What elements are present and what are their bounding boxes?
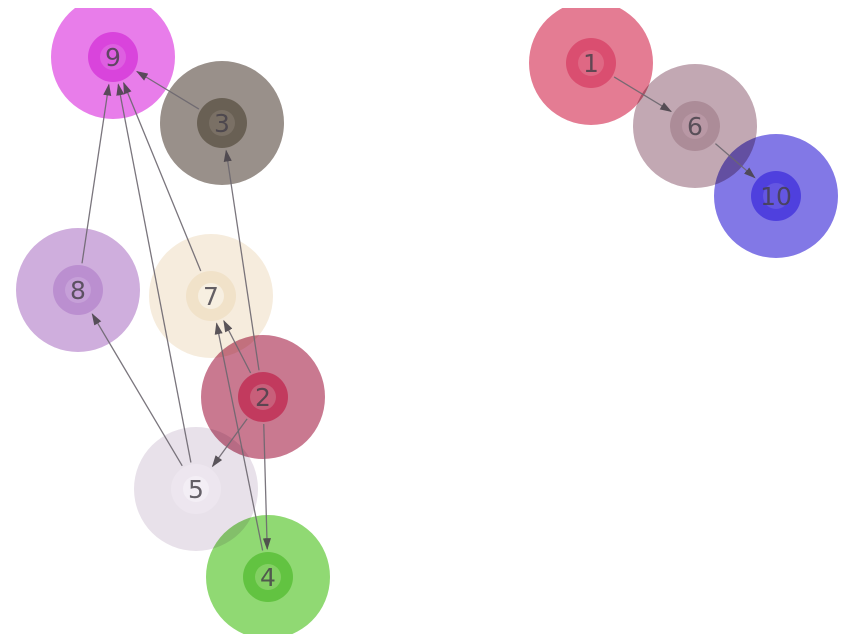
graph-edge-1-6 bbox=[613, 76, 672, 113]
graph-edge-3-9 bbox=[136, 70, 200, 110]
node-center-dot bbox=[198, 283, 224, 309]
node-center-dot bbox=[65, 277, 91, 303]
graph-edge-2-7 bbox=[223, 319, 252, 374]
graph-edge-8-9 bbox=[81, 83, 112, 264]
graph-edge-2-4 bbox=[262, 423, 271, 551]
node-center-dot bbox=[100, 44, 126, 70]
node-label-3: 3 bbox=[214, 109, 230, 138]
graph-node-2[interactable]: 2 bbox=[238, 372, 288, 422]
graph-node-1[interactable]: 1 bbox=[566, 38, 616, 88]
edge-layer bbox=[81, 70, 756, 551]
graph-node-7[interactable]: 7 bbox=[186, 271, 236, 321]
graph-node-10[interactable]: 10 bbox=[751, 171, 801, 221]
graph-edge-5-8 bbox=[91, 313, 183, 467]
node-label-9: 9 bbox=[105, 43, 121, 72]
graph-edge-6-10 bbox=[715, 143, 756, 179]
node-center-dot bbox=[763, 183, 789, 209]
node-center-dot bbox=[682, 113, 708, 139]
node-label-5: 5 bbox=[188, 475, 204, 504]
graph-edge-2-5 bbox=[211, 418, 248, 468]
node-label-1: 1 bbox=[583, 49, 599, 78]
graph-node-5[interactable]: 5 bbox=[171, 464, 221, 514]
graph-node-8[interactable]: 8 bbox=[53, 265, 103, 315]
graph-edge-4-7 bbox=[214, 322, 264, 551]
halo-layer bbox=[16, 8, 838, 634]
graph-edge-7-9 bbox=[123, 81, 202, 272]
node-center-dot bbox=[183, 476, 209, 502]
node-label-6: 6 bbox=[687, 112, 703, 141]
node-center-dot bbox=[255, 564, 281, 590]
node-center-dot bbox=[209, 110, 235, 136]
graph-node-6[interactable]: 6 bbox=[670, 101, 720, 151]
node-label-2: 2 bbox=[255, 383, 271, 412]
node-label-8: 8 bbox=[70, 276, 86, 305]
graph-edge-5-9 bbox=[116, 83, 192, 463]
node-label-4: 4 bbox=[260, 563, 276, 592]
node-center-dot bbox=[250, 384, 276, 410]
graph-node-4[interactable]: 4 bbox=[243, 552, 293, 602]
graph-edge-2-3 bbox=[223, 149, 260, 371]
node-label-10: 10 bbox=[760, 182, 792, 211]
node-label-7: 7 bbox=[203, 282, 219, 311]
graph-node-9[interactable]: 9 bbox=[88, 32, 138, 82]
graph-node-3[interactable]: 3 bbox=[197, 98, 247, 148]
node-center-dot bbox=[578, 50, 604, 76]
node-layer: 1 2 3 4 5 6 7 8 9 10 bbox=[53, 32, 801, 602]
